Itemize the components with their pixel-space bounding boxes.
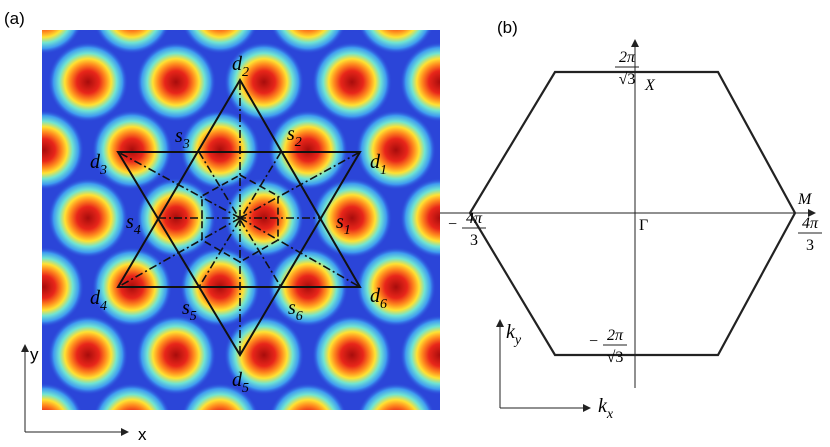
intensity-spot bbox=[400, 315, 440, 395]
intensity-spot bbox=[312, 42, 392, 122]
intensity-spot bbox=[400, 178, 440, 258]
point-label: d4 bbox=[90, 287, 107, 314]
axis-label: ky bbox=[506, 321, 522, 348]
intensity-spot bbox=[444, 247, 524, 327]
xy-axes: y x bbox=[21, 344, 147, 444]
intensity-spot bbox=[356, 247, 436, 327]
intensity-spot bbox=[94, 383, 170, 410]
point-label: X bbox=[644, 77, 656, 94]
intensity-spot bbox=[48, 42, 128, 122]
point-label: s4 bbox=[126, 211, 141, 238]
intensity-spot bbox=[48, 315, 128, 395]
sign: − bbox=[589, 333, 598, 350]
intensity-spot bbox=[312, 315, 392, 395]
intensity-spot bbox=[183, 30, 257, 54]
intensity-spot bbox=[42, 383, 82, 410]
intensity-spot bbox=[270, 383, 346, 410]
intensity-spot bbox=[48, 178, 128, 258]
fraction-label: −4π 3 bbox=[448, 210, 486, 249]
intensity-spot bbox=[0, 42, 40, 122]
fraction-label: −2π √3 bbox=[589, 327, 627, 366]
point-label: d1 bbox=[370, 151, 387, 178]
intensity-spot bbox=[182, 383, 258, 410]
point-labels: d1 d2 d3 d4 d5 d6 s1 s2 s3 s4 s5 s6 bbox=[90, 53, 387, 396]
fraction-label: 2π√3 bbox=[615, 49, 639, 88]
triangle bbox=[116, 151, 362, 357]
panel-label: (b) bbox=[497, 18, 518, 37]
numerator: 4π bbox=[466, 210, 483, 227]
k-axes: ky kx bbox=[496, 319, 614, 422]
point-label: s5 bbox=[182, 297, 197, 324]
intensity-spot bbox=[0, 178, 40, 258]
numerator: 2π bbox=[619, 49, 636, 66]
intensity-spot bbox=[136, 315, 216, 395]
axis-label: y bbox=[30, 345, 39, 364]
intensity-spot bbox=[312, 178, 392, 258]
intensity-spot bbox=[224, 315, 304, 395]
star-lines bbox=[116, 78, 362, 357]
intensity-spot bbox=[42, 247, 84, 327]
intensity-spot bbox=[224, 178, 304, 258]
point-label: s2 bbox=[287, 123, 302, 150]
point-label: Γ bbox=[639, 217, 648, 234]
intensity-spot bbox=[271, 30, 345, 54]
panel-label: (a) bbox=[4, 9, 25, 28]
point-label: s3 bbox=[175, 125, 190, 152]
point-label: d3 bbox=[90, 151, 107, 178]
intensity-spot bbox=[358, 383, 434, 410]
intensity-spot bbox=[42, 30, 81, 54]
intensity-spot bbox=[356, 110, 436, 190]
axis-label: kx bbox=[598, 395, 614, 422]
fraction-label: 4π3 bbox=[798, 215, 822, 254]
point-label: d6 bbox=[370, 285, 387, 312]
intensity-spot bbox=[136, 42, 216, 122]
intensity-spot bbox=[444, 383, 524, 447]
triangle bbox=[116, 78, 362, 288]
denominator: 3 bbox=[470, 232, 478, 249]
numerator: 4π bbox=[802, 215, 819, 232]
point-label: d2 bbox=[232, 53, 249, 80]
intensity-spot bbox=[95, 30, 169, 54]
intensity-spot bbox=[180, 110, 260, 190]
point-label: s1 bbox=[336, 211, 351, 238]
intensity-spot bbox=[92, 110, 172, 190]
sign: − bbox=[448, 216, 457, 233]
dash-dot-lines bbox=[117, 80, 361, 355]
denominator: √3 bbox=[619, 71, 636, 88]
intensity-spot bbox=[400, 42, 440, 122]
point-label: s6 bbox=[288, 297, 303, 324]
denominator: 3 bbox=[806, 237, 814, 254]
intensity-spot bbox=[444, 110, 524, 190]
point-label: d5 bbox=[232, 369, 249, 396]
denominator: √3 bbox=[607, 349, 624, 366]
intensity-spot bbox=[359, 30, 433, 54]
point-label: M bbox=[797, 191, 813, 208]
intensity-spot bbox=[42, 110, 84, 190]
intensity-spot bbox=[224, 42, 304, 122]
axis-label: x bbox=[138, 425, 147, 444]
heatmap bbox=[0, 30, 524, 447]
numerator: 2π bbox=[607, 327, 624, 344]
